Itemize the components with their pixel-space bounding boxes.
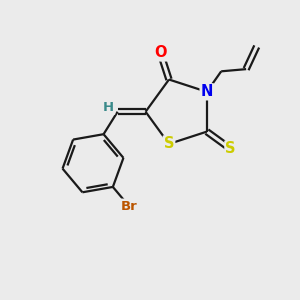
Text: Br: Br [121, 200, 137, 213]
Text: S: S [225, 141, 236, 156]
Text: H: H [103, 101, 114, 114]
Text: N: N [201, 84, 213, 99]
Text: S: S [164, 136, 174, 152]
Text: O: O [154, 45, 167, 60]
